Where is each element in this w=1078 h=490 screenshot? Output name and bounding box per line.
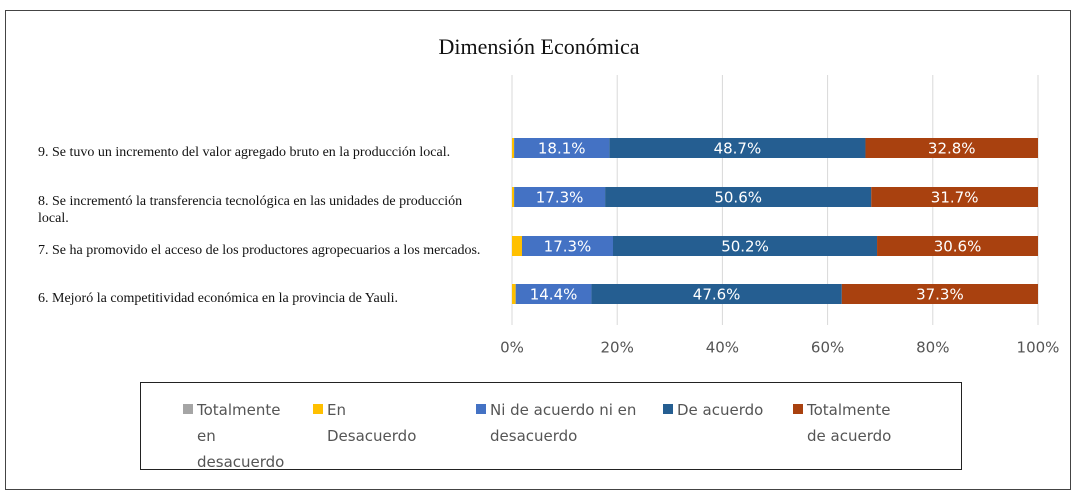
data-label: 31.7% [931,189,979,207]
chart: 0% 20% 40% 60% 80% 100% 18.1% 48.7% 32.8% 17.3% 50… [500,75,1060,357]
legend-item: Ni de acuerdo ni en desacuerdo [476,397,646,449]
data-label: 32.8% [928,140,976,158]
x-tick-label: 40% [706,339,739,357]
legend-swatch [183,404,193,414]
x-tick-label: 20% [601,339,634,357]
x-tick-label: 60% [811,339,844,357]
bar-segment [605,187,872,207]
legend-item: En Desacuerdo [313,397,433,449]
bar-segment [521,236,613,256]
data-label: 48.7% [714,140,762,158]
legend-item: Totalmente en desacuerdo [183,397,303,475]
data-label: 14.4% [530,286,578,304]
x-tick-label: 100% [1017,339,1060,357]
legend-label: Totalmente en desacuerdo [197,401,285,471]
chart-title: Dimensión Económica [438,34,640,59]
data-label: 17.3% [536,189,584,207]
legend-label: En Desacuerdo [327,401,417,445]
x-tick-label: 80% [916,339,949,357]
legend-label: De acuerdo [677,401,764,419]
screenshot: 0% 20% 40% 60% 80% 100% 18.1% 48.7% 32.8% 17.3% 50… [5,10,1071,490]
legend-label: Totalmente de acuerdo [807,401,892,445]
category-label: 6. Mejoró la competitividad económica en… [38,291,399,306]
bar-segment [512,284,516,304]
bar-segment [871,187,1038,207]
legend-swatch [663,404,673,414]
bar-segment [877,236,1038,256]
legend: Totalmente en desacuerdo En Desacuerdo Ni … [140,382,962,471]
bar-segment [612,236,878,256]
bar-segment [841,284,1038,304]
data-label: 37.3% [916,286,964,304]
bar-segment [514,138,610,158]
bar-segment [512,187,515,207]
x-tick-label: 0% [500,339,524,357]
bar-segment [609,138,866,158]
data-label: 30.6% [934,238,982,256]
data-label: 18.1% [538,140,586,158]
legend-swatch [313,404,323,414]
category-label: 9. Se tuvo un incremento del valor agreg… [38,145,451,160]
legend-item: De acuerdo [663,397,773,423]
data-label: 50.6% [714,189,762,207]
legend-label: Ni de acuerdo ni en desacuerdo [490,401,637,445]
data-label: 47.6% [693,286,741,304]
bar-segment [515,284,592,304]
category-label: 7. Se ha promovido el acceso de los prod… [38,243,481,258]
legend-swatch [793,404,803,414]
legend-item: Totalmente de acuerdo [793,397,903,449]
legend-swatch [476,404,486,414]
bar-segment [512,236,522,256]
data-label: 17.3% [544,238,592,256]
data-label: 50.2% [721,238,769,256]
bar-segment [514,187,606,207]
category-label: 8. Se incrementó la transferencia tecnol… [38,194,463,226]
bar-segment [591,284,842,304]
bar-segment [865,138,1038,158]
bar-segment [512,138,515,158]
